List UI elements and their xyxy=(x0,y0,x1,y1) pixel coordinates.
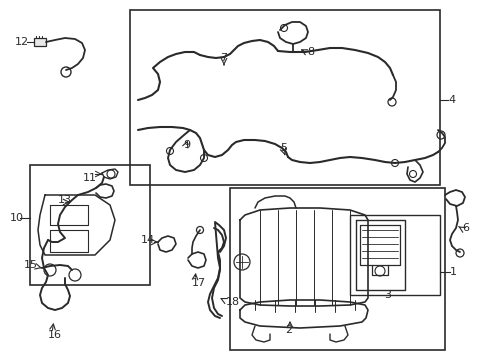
Bar xyxy=(349,215,439,295)
Text: 4: 4 xyxy=(447,95,454,105)
Text: 6: 6 xyxy=(461,223,468,233)
Text: 13: 13 xyxy=(58,195,72,205)
Text: 7: 7 xyxy=(220,53,226,63)
Text: 2: 2 xyxy=(285,325,291,335)
Text: 16: 16 xyxy=(48,330,62,340)
Text: 8: 8 xyxy=(306,47,313,57)
Text: 10: 10 xyxy=(10,213,24,223)
Text: 5: 5 xyxy=(280,143,286,153)
Text: 11: 11 xyxy=(83,173,97,183)
Text: 3: 3 xyxy=(383,290,390,300)
Text: 1: 1 xyxy=(449,267,456,277)
Bar xyxy=(130,10,439,185)
Text: 18: 18 xyxy=(225,297,240,307)
Text: 12: 12 xyxy=(15,37,29,47)
Text: 15: 15 xyxy=(24,260,38,270)
Bar xyxy=(229,188,444,350)
Text: 14: 14 xyxy=(141,235,155,245)
Text: 17: 17 xyxy=(192,278,206,288)
Bar xyxy=(30,165,150,285)
Text: 9: 9 xyxy=(183,140,190,150)
Bar xyxy=(34,38,46,46)
